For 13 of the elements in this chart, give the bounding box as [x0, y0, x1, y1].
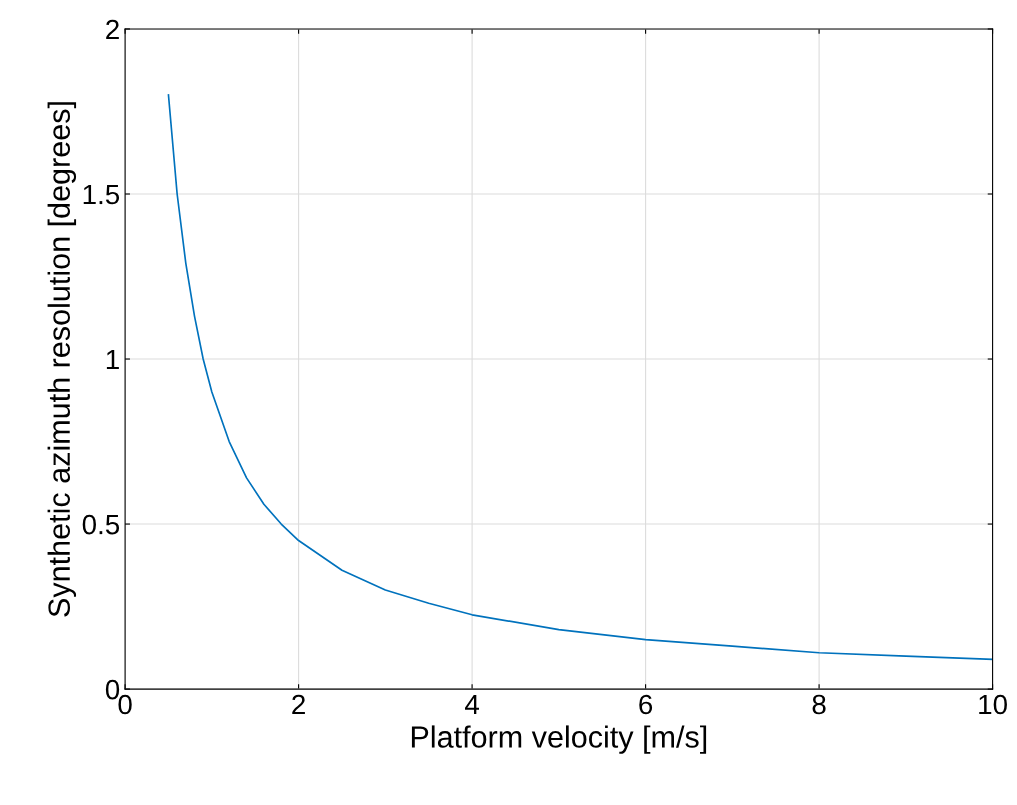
x-tick-label: 10 — [979, 694, 1007, 715]
x-tick-label: 8 — [812, 694, 826, 715]
y-tick-label: 2 — [106, 19, 119, 40]
x-axis-title: Platform velocity [m/s] — [411, 725, 707, 754]
x-tick-label: 6 — [639, 694, 653, 715]
y-tick-label: 1.5 — [83, 184, 120, 205]
y-tick-label: 0 — [105, 679, 120, 700]
x-tick-label: 2 — [292, 694, 305, 715]
y-axis-title: Synthetic azimuth resolution [degrees] — [47, 102, 77, 617]
line-series — [167, 94, 993, 661]
x-tick-label: 4 — [465, 694, 479, 715]
y-tick-label: 1 — [106, 349, 119, 370]
y-tick-label: 0.5 — [82, 514, 120, 535]
